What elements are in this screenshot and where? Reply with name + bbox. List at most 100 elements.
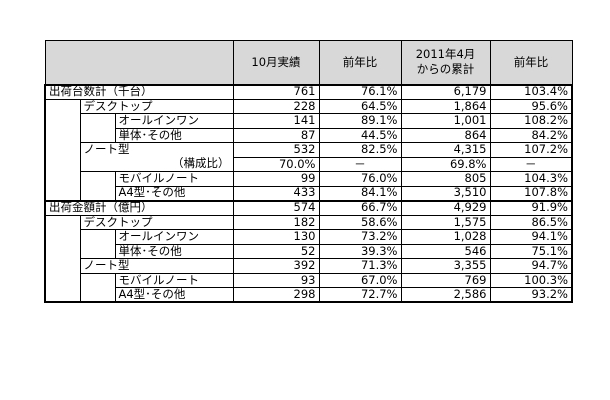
cell-yoy-cumulative: 108.2% [489, 113, 573, 129]
table-row: 出荷台数計（千台） 761 76.1% 6,179 103.4% [44, 83, 573, 100]
cell-yoy-october: 82.5% [318, 142, 402, 158]
cell-cumulative: 769 [400, 272, 491, 288]
cell-cumulative: 546 [400, 243, 491, 259]
cell-october-actual: 70.0% [232, 156, 320, 172]
cell-cumulative: 69.8% [400, 156, 491, 172]
table-row: モバイルノート 99 76.0% 805 104.3% [44, 171, 573, 187]
cell-yoy-october: 39.3% [318, 243, 402, 259]
row-label: 出荷金額計（億円） [44, 199, 234, 216]
cell-yoy-october: 84.1% [318, 185, 402, 201]
cell-october-actual: 761 [232, 83, 320, 100]
indent-gutter [44, 142, 81, 157]
row-label: デスクトップ [79, 98, 234, 114]
cell-yoy-cumulative: 95.6% [489, 98, 573, 114]
cell-yoy-october: 66.7% [318, 199, 402, 216]
cell-yoy-october: 67.0% [318, 272, 402, 288]
row-label: 単体･その他 [114, 243, 234, 259]
cell-october-actual: 392 [232, 258, 320, 274]
indent-gutter [79, 186, 116, 201]
table-row: オールインワン 130 73.2% 1,028 94.1% [44, 229, 573, 245]
cell-october-actual: 298 [232, 287, 320, 303]
row-label: 単体･その他 [114, 127, 234, 143]
cell-cumulative: 1,575 [400, 214, 491, 230]
header-cumulative-line2: からの累計 [416, 62, 475, 77]
cell-yoy-cumulative: 91.9% [489, 199, 573, 216]
indent-gutter [44, 186, 81, 201]
header-row: 10月実績 前年比 2011年4月 からの累計 前年比 [44, 40, 573, 85]
table-row: A4型･その他 433 84.1% 3,510 107.8% [44, 185, 573, 201]
cell-yoy-cumulative: 94.1% [489, 229, 573, 245]
indent-gutter [44, 157, 81, 172]
table-row: ノート型 532 82.5% 4,315 107.2% [44, 142, 573, 158]
cell-cumulative: 1,028 [400, 229, 491, 245]
cell-yoy-october: 58.6% [318, 214, 402, 230]
row-label: モバイルノート [114, 272, 234, 288]
cell-cumulative: 2,586 [400, 287, 491, 303]
table-row: 単体･その他 52 39.3% 546 75.1% [44, 243, 573, 259]
cell-yoy-cumulative: － [489, 156, 573, 172]
cell-yoy-october: 73.2% [318, 229, 402, 245]
table-row: 出荷金額計（億円） 574 66.7% 4,929 91.9% [44, 199, 573, 216]
indent-gutter [44, 215, 81, 230]
header-cumulative-line1: 2011年4月 [415, 46, 476, 61]
cell-october-actual: 87 [232, 127, 320, 143]
row-label: オールインワン [114, 229, 234, 245]
row-label: ノート型 [79, 142, 234, 157]
cell-cumulative: 1,864 [400, 98, 491, 114]
cell-yoy-cumulative: 107.8% [489, 185, 573, 201]
cell-yoy-october: 64.5% [318, 98, 402, 114]
header-yoy-cumulative: 前年比 [489, 40, 573, 85]
cell-yoy-cumulative: 86.5% [489, 214, 573, 230]
indent-gutter [44, 258, 81, 273]
cell-yoy-cumulative: 104.3% [489, 171, 573, 187]
table-row: ノート型 392 71.3% 3,355 94.7% [44, 258, 573, 274]
indent-gutter [79, 272, 116, 288]
cell-october-actual: 52 [232, 243, 320, 259]
cell-yoy-october: 76.0% [318, 171, 402, 187]
indent-gutter [44, 229, 81, 244]
header-yoy-october: 前年比 [318, 40, 402, 85]
indent-gutter [44, 99, 81, 114]
row-label: ノート型 [79, 258, 234, 274]
cell-cumulative: 805 [400, 171, 491, 187]
cell-october-actual: 228 [232, 98, 320, 114]
table-row: デスクトップ 182 58.6% 1,575 86.5% [44, 214, 573, 230]
indent-gutter [79, 128, 116, 143]
cell-october-actual: 574 [232, 199, 320, 216]
indent-gutter [44, 113, 81, 128]
cell-october-actual: 130 [232, 229, 320, 245]
table-row: デスクトップ 228 64.5% 1,864 95.6% [44, 98, 573, 114]
cell-october-actual: 433 [232, 185, 320, 201]
row-label: 出荷台数計（千台） [44, 83, 234, 100]
cell-october-actual: 99 [232, 171, 320, 187]
table-row: A4型･その他 298 72.7% 2,586 93.2% [44, 287, 573, 303]
indent-gutter [44, 287, 81, 303]
indent-gutter [44, 128, 81, 143]
cell-october-actual: 141 [232, 113, 320, 129]
row-label: A4型･その他 [114, 185, 234, 201]
indent-gutter [44, 171, 81, 186]
row-label: オールインワン [114, 113, 234, 129]
cell-october-actual: 532 [232, 142, 320, 158]
indent-gutter [44, 244, 81, 259]
table-row: オールインワン 141 89.1% 1,001 108.2% [44, 113, 573, 129]
indent-gutter [44, 273, 81, 288]
cell-yoy-october: 72.7% [318, 287, 402, 303]
header-cumulative: 2011年4月 からの累計 [400, 40, 491, 85]
cell-cumulative: 3,355 [400, 258, 491, 274]
row-label-composition-ratio: （構成比） [79, 157, 234, 172]
cell-cumulative: 4,315 [400, 142, 491, 158]
cell-cumulative: 1,001 [400, 113, 491, 129]
cell-yoy-cumulative: 100.3% [489, 272, 573, 288]
table-row: （構成比） 70.0% － 69.8% － [44, 156, 573, 172]
indent-gutter [79, 171, 116, 186]
cell-cumulative: 6,179 [400, 83, 491, 100]
cell-yoy-october: 76.1% [318, 83, 402, 100]
cell-yoy-cumulative: 93.2% [489, 287, 573, 303]
cell-yoy-cumulative: 75.1% [489, 243, 573, 259]
cell-yoy-cumulative: 107.2% [489, 142, 573, 158]
cell-yoy-october: 71.3% [318, 258, 402, 274]
shipment-table: 10月実績 前年比 2011年4月 からの累計 前年比 出荷台数計（千台） 76… [44, 40, 573, 303]
cell-october-actual: 182 [232, 214, 320, 230]
cell-october-actual: 93 [232, 272, 320, 288]
